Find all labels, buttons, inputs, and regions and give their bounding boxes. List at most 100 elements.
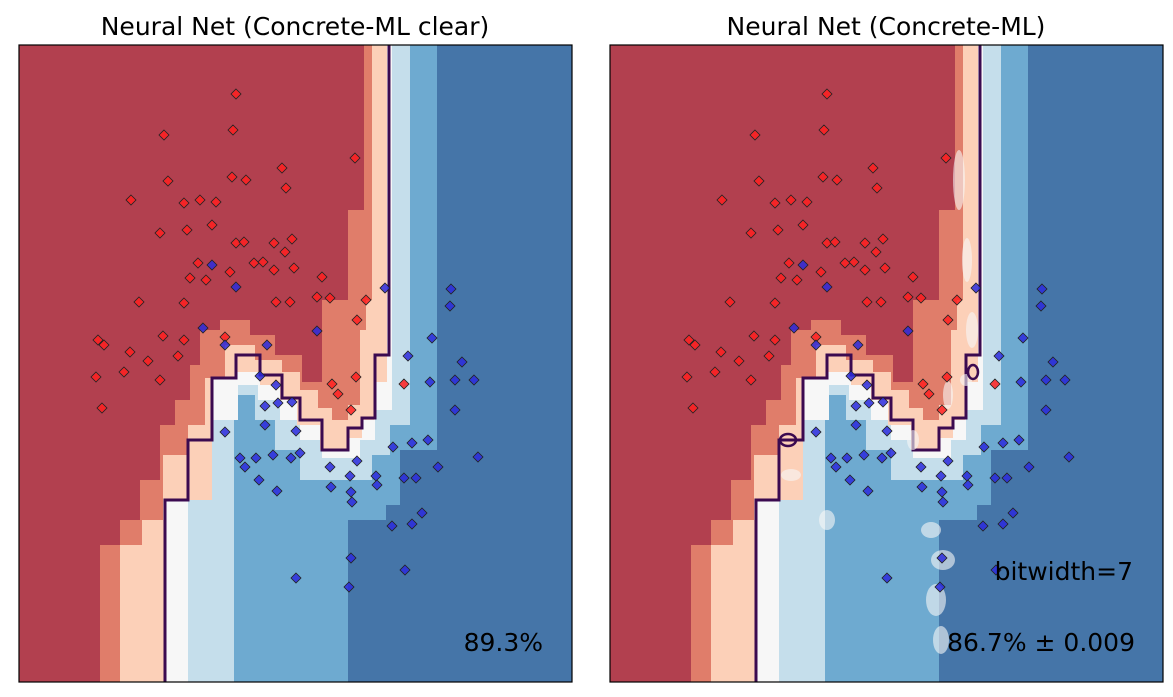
data-point-blue: [371, 479, 383, 491]
data-point-red: [154, 227, 166, 239]
data-point-red: [268, 237, 280, 249]
data-point-blue: [472, 451, 484, 463]
data-point-red: [125, 194, 137, 206]
data-point-blue: [997, 518, 1009, 530]
data-point-blue: [881, 425, 893, 437]
data-point-red: [817, 171, 829, 183]
data-point-blue: [810, 426, 822, 438]
plot-frame-fhe: [609, 44, 1164, 683]
data-point-red: [224, 266, 236, 278]
data-point-red: [133, 296, 145, 308]
data-point-blue: [937, 496, 949, 508]
data-point-red: [940, 152, 952, 164]
plot-frame-clear: [18, 44, 573, 683]
data-point-blue: [386, 520, 398, 532]
quantization-noise: [921, 522, 941, 538]
data-point-red: [724, 296, 736, 308]
data-point-blue: [970, 282, 982, 294]
data-point-blue: [285, 452, 297, 464]
data-point-red: [848, 256, 860, 268]
quantization-noise: [781, 469, 801, 481]
data-point-red: [801, 196, 813, 208]
data-point-red: [194, 194, 206, 206]
data-point-blue: [962, 479, 974, 491]
data-point-red: [716, 194, 728, 206]
data-point-blue: [259, 400, 271, 412]
data-point-red: [92, 334, 104, 346]
data-point-red: [839, 257, 851, 269]
data-point-blue: [830, 461, 842, 473]
data-point-red: [769, 334, 781, 346]
quantization-noise: [943, 381, 953, 409]
data-point-blue: [1040, 374, 1052, 386]
data-point-blue: [250, 452, 262, 464]
quantization-noise: [926, 584, 946, 616]
data-point-red: [118, 366, 130, 378]
decision-surface-fhe: [610, 45, 1163, 682]
panel-fhe: Neural Net (Concrete-ML) bitwidth=7 86.7…: [609, 12, 1164, 683]
data-point-red: [941, 371, 953, 383]
data-point-blue: [1063, 451, 1075, 463]
data-point-red: [879, 262, 891, 274]
data-point-blue: [290, 425, 302, 437]
data-point-red: [942, 314, 954, 326]
data-point-red: [226, 171, 238, 183]
data-point-blue: [416, 507, 428, 519]
data-point-blue: [916, 481, 928, 493]
data-point-red: [154, 374, 166, 386]
data-point-blue: [344, 470, 356, 482]
data-point-blue: [997, 437, 1009, 449]
data-point-blue: [402, 350, 414, 362]
data-point-blue: [345, 486, 357, 498]
data-point-blue: [978, 441, 990, 453]
data-point-blue: [881, 572, 893, 584]
data-point-red: [859, 264, 871, 276]
data-point-blue: [862, 485, 874, 497]
data-point-blue: [219, 339, 231, 351]
data-point-red: [158, 129, 170, 141]
scatter-points-fhe: [681, 88, 1075, 593]
data-point-red: [162, 175, 174, 187]
data-point-blue: [444, 300, 456, 312]
accuracy-label-fhe: 86.7% ± 0.009: [947, 628, 1135, 657]
data-point-red: [763, 350, 775, 362]
data-point-red: [192, 257, 204, 269]
data-point-red: [270, 296, 282, 308]
data-point-red: [775, 272, 787, 284]
data-point-blue: [877, 396, 889, 408]
data-point-blue: [1059, 374, 1071, 386]
data-point-red: [915, 292, 927, 304]
data-point-red: [753, 175, 765, 187]
data-point-blue: [902, 325, 914, 337]
quantization-noise: [966, 312, 978, 348]
data-point-red: [279, 246, 291, 258]
data-point-blue: [426, 332, 438, 344]
data-point-red: [288, 262, 300, 274]
data-point-red: [286, 233, 298, 245]
data-point-red: [871, 182, 883, 194]
data-point-red: [142, 355, 154, 367]
data-point-red: [859, 237, 871, 249]
data-point-red: [96, 402, 108, 414]
data-point-blue: [810, 339, 822, 351]
data-point-red: [923, 388, 935, 400]
data-point-red: [398, 378, 410, 390]
data-point-blue: [219, 426, 231, 438]
data-point-red: [709, 366, 721, 378]
data-point-red: [184, 272, 196, 284]
data-point-blue: [850, 400, 862, 412]
data-point-blue: [406, 437, 418, 449]
data-point-blue: [346, 496, 358, 508]
data-point-red: [783, 257, 795, 269]
data-point-blue: [844, 474, 856, 486]
data-point-blue: [852, 339, 864, 351]
data-point-blue: [449, 404, 461, 416]
data-point-blue: [406, 518, 418, 530]
data-point-blue: [876, 452, 888, 464]
data-point-blue: [1007, 507, 1019, 519]
data-point-blue: [989, 472, 1001, 484]
data-point-red: [345, 404, 357, 416]
data-point-red: [683, 334, 695, 346]
data-point-red: [785, 194, 797, 206]
accuracy-label-clear: 89.3%: [464, 628, 543, 657]
